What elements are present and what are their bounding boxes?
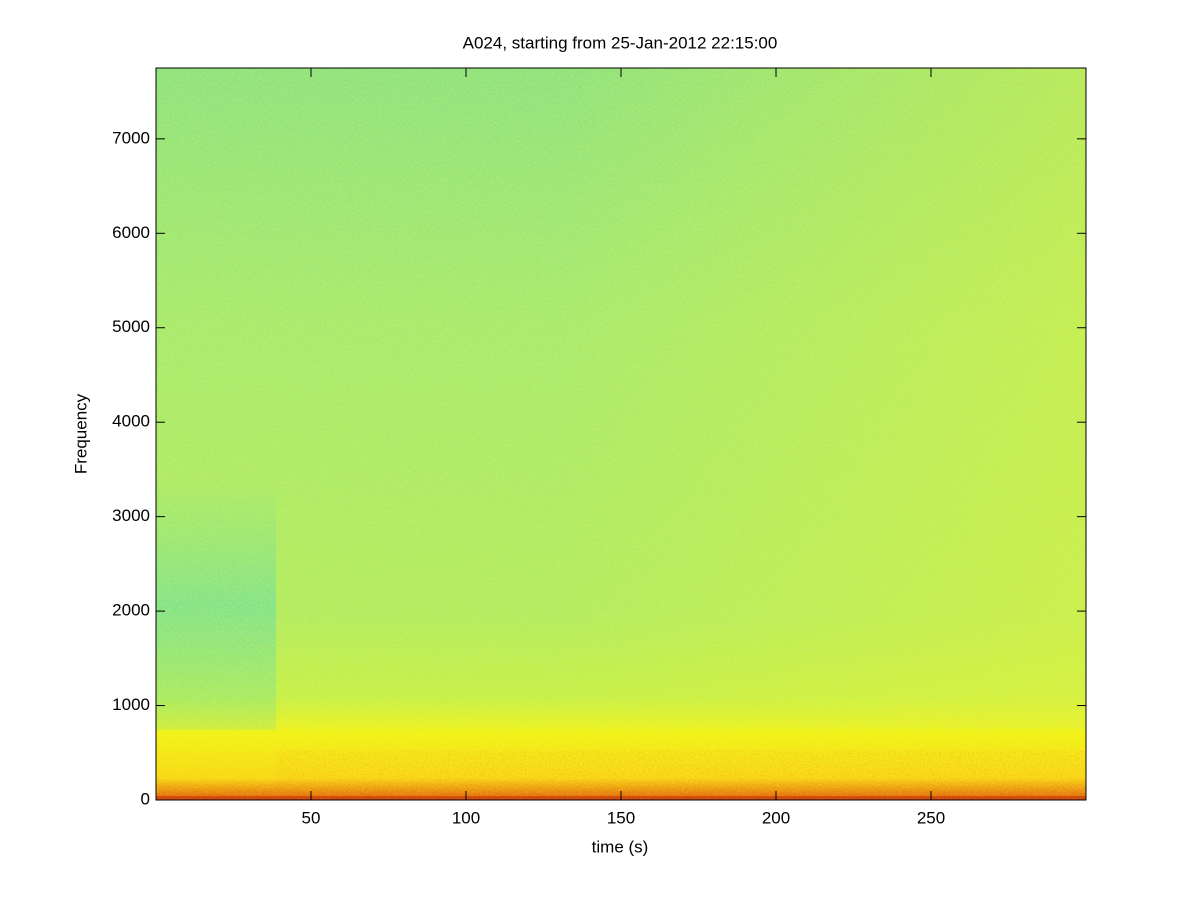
- spectrogram-image: [156, 68, 1086, 800]
- y-tick-label: 6000: [112, 223, 150, 242]
- y-tick-label: 7000: [112, 128, 150, 147]
- x-tick-label: 100: [452, 808, 480, 827]
- y-axis-label: Frequency: [71, 393, 90, 474]
- x-tick-label: 250: [917, 808, 945, 827]
- y-tick-label: 3000: [112, 506, 150, 525]
- spectrogram-noise: [156, 68, 1086, 728]
- y-tick-label: 5000: [112, 317, 150, 336]
- y-tick-label: 0: [141, 789, 150, 808]
- y-tick-label: 1000: [112, 695, 150, 714]
- y-tick-label: 2000: [112, 601, 150, 620]
- x-tick-label: 50: [302, 808, 321, 827]
- chart-title: A024, starting from 25-Jan-2012 22:15:00: [463, 33, 778, 52]
- spectrogram-noise: [276, 750, 1086, 800]
- x-tick-label: 200: [762, 808, 790, 827]
- y-tick-label: 4000: [112, 412, 150, 431]
- x-tick-label: 150: [607, 808, 635, 827]
- x-axis-label: time (s): [592, 837, 649, 856]
